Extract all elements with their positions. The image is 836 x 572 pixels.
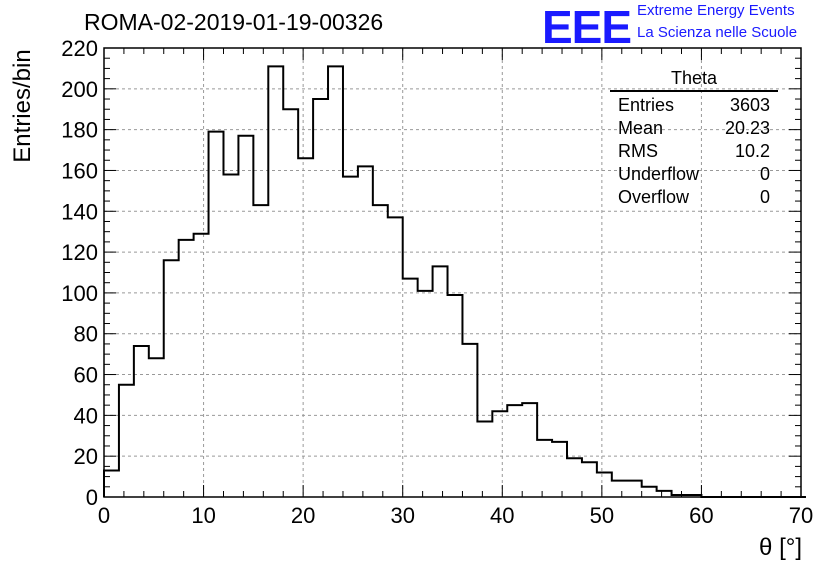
chart-title: ROMA-02-2019-01-19-00326 xyxy=(84,9,384,35)
x-tick-label: 10 xyxy=(191,503,215,528)
stats-label: Mean xyxy=(618,118,664,138)
y-tick-label: 180 xyxy=(61,118,98,143)
stats-row-underflow: Underflow 0 xyxy=(610,163,778,186)
y-tick-label: 20 xyxy=(74,444,98,469)
stats-label: Entries xyxy=(618,95,675,115)
x-tick-label: 30 xyxy=(390,503,414,528)
stats-value: 0 xyxy=(759,164,770,184)
x-axis-label: θ [°] xyxy=(759,534,802,561)
y-tick-label: 220 xyxy=(61,36,98,61)
y-tick-label: 120 xyxy=(61,240,98,265)
x-tick-label: 40 xyxy=(490,503,514,528)
stats-value: 20.23 xyxy=(724,118,770,138)
stats-box: Theta Entries 3603 Mean 20.23 RMS 10.2 U… xyxy=(610,68,778,209)
y-tick-label: 0 xyxy=(86,485,98,510)
y-tick-label: 40 xyxy=(74,403,98,428)
y-tick-label: 200 xyxy=(61,77,98,102)
y-axis-label: Entries/bin xyxy=(9,49,36,163)
histogram-line xyxy=(103,65,806,498)
x-tick-label: 0 xyxy=(98,503,110,528)
y-tick-label: 60 xyxy=(74,363,98,388)
y-tick-label: 140 xyxy=(61,199,98,224)
stats-row-mean: Mean 20.23 xyxy=(610,117,778,140)
stats-label: Overflow xyxy=(618,187,690,207)
stats-value: 10.2 xyxy=(734,141,770,161)
x-tick-label: 20 xyxy=(291,503,315,528)
stats-value: 0 xyxy=(759,187,770,207)
stats-label: Underflow xyxy=(618,164,700,184)
y-tick-label: 160 xyxy=(61,158,98,183)
stats-label: RMS xyxy=(618,141,658,161)
x-tick-label: 50 xyxy=(590,503,614,528)
x-tick-label: 70 xyxy=(789,503,813,528)
logo-caption-line1: Extreme Energy Events xyxy=(637,2,795,19)
stats-box-title: Theta xyxy=(610,68,778,92)
y-tick-label: 80 xyxy=(74,322,98,347)
stats-row-entries: Entries 3603 xyxy=(610,94,778,117)
stats-row-rms: RMS 10.2 xyxy=(610,140,778,163)
y-tick-label: 100 xyxy=(61,281,98,306)
stats-row-overflow: Overflow 0 xyxy=(610,186,778,209)
stats-value: 3603 xyxy=(729,95,770,115)
plot-frame xyxy=(103,47,802,498)
logo-caption-line2: La Scienza nelle Scuole xyxy=(637,24,798,41)
x-tick-label: 60 xyxy=(689,503,713,528)
eee-logo: EEE xyxy=(542,1,632,53)
